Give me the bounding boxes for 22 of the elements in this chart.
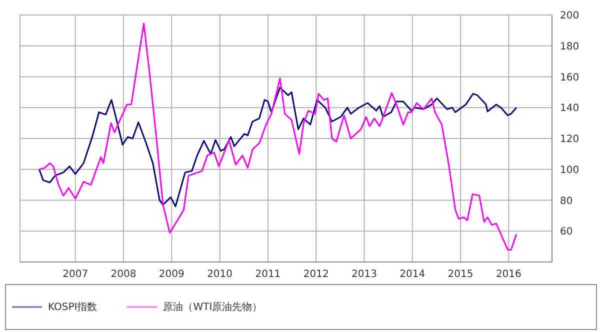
y-tick-label: 160	[560, 72, 580, 84]
x-tick-label: 2007	[62, 269, 88, 280]
x-tick-label: 2011	[255, 269, 281, 280]
x-tick-label: 2016	[496, 269, 522, 280]
y-tick-label: 80	[560, 196, 573, 207]
x-tick-label: 2013	[352, 269, 377, 280]
x-tick-label: 2010	[207, 269, 233, 280]
line-series	[38, 86, 518, 208]
y-tick-label: 100	[560, 164, 580, 176]
y-tick-label: 140	[560, 103, 580, 114]
x-tick-label: 2008	[110, 269, 136, 280]
x-tick-label: 2012	[303, 269, 329, 280]
y-tick-label: 60	[560, 226, 573, 238]
y-tick-label: 200	[560, 10, 580, 22]
legend-label: 原油（WTI原油先物）	[163, 300, 262, 314]
x-tick-label: 2014	[400, 269, 426, 280]
legend-label: KOSPI指数	[48, 300, 98, 314]
x-tick-label: 2015	[448, 269, 474, 280]
y-tick-label: 180	[560, 41, 580, 52]
x-tick-label: 2009	[158, 269, 184, 280]
line-series	[38, 22, 518, 250]
y-tick-label: 120	[560, 134, 580, 146]
